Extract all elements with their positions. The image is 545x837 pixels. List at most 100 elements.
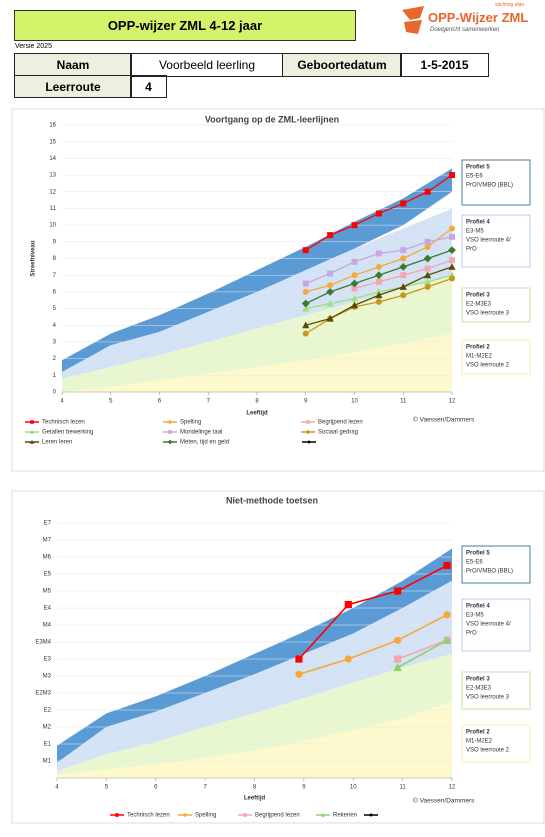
marker: [326, 299, 334, 307]
marker: [326, 287, 335, 296]
logo-tagline: Doelgericht samenwerken: [430, 27, 500, 33]
band: [57, 701, 452, 778]
legend-marker: [29, 429, 35, 434]
marker: [302, 280, 309, 287]
band: [57, 653, 452, 775]
y-tick-label: 14: [49, 156, 56, 162]
x-tick-label: 10: [350, 785, 357, 791]
annotation-box: [461, 671, 531, 710]
marker: [400, 255, 407, 262]
marker: [302, 321, 310, 329]
annotation-text: Profiel 5: [466, 165, 490, 171]
marker: [351, 272, 358, 279]
marker: [449, 225, 455, 232]
marker: [302, 288, 309, 295]
annotation-text: VSO leerroute 3: [466, 695, 510, 701]
cell: Voorbeeld leerling: [130, 53, 284, 77]
marker: [442, 635, 452, 644]
marker: [302, 247, 309, 254]
marker: [301, 299, 310, 308]
y-tick-label: 8: [53, 256, 57, 262]
marker: [375, 288, 383, 295]
annotation-box: [461, 545, 531, 584]
legend-marker: [320, 812, 326, 817]
y-tick-label: 5: [53, 306, 57, 312]
annotation-text: PrO/VMBO (BBL): [466, 569, 513, 575]
y-tick-label: E7: [44, 521, 52, 527]
logo-name: OPP-Wijzer ZML: [428, 10, 529, 25]
x-tick-label: 8: [253, 785, 257, 791]
x-tick-label: 7: [203, 785, 207, 791]
marker: [400, 272, 407, 279]
annotation-text: E2-M3E3: [466, 302, 492, 308]
legend-label: Sociaal gedrag: [318, 430, 358, 436]
y-tick-label: 0: [53, 390, 57, 396]
marker: [424, 278, 432, 285]
annotation-text: VSO leerroute 2: [466, 748, 510, 754]
legend-marker: [115, 813, 119, 817]
legend-marker: [306, 430, 310, 434]
marker: [399, 283, 407, 290]
x-tick-label: 12: [449, 785, 456, 791]
y-tick-label: E2: [44, 708, 52, 714]
marker: [449, 275, 455, 282]
marker: [424, 238, 431, 245]
marker: [344, 601, 352, 609]
marker: [424, 265, 431, 272]
marker: [449, 172, 455, 179]
logo: stichting elan OPP-Wijzer ZML Doelgerich…: [400, 0, 540, 42]
series-line: [397, 639, 448, 660]
y-tick-label: E1: [44, 742, 52, 748]
annotation-text: E5-E6: [466, 560, 483, 566]
legend-marker: [243, 813, 247, 817]
x-tick-label: 4: [60, 399, 64, 405]
y-tick-label: E2M3: [35, 691, 51, 697]
annotation-box: [461, 214, 531, 268]
marker: [423, 254, 432, 263]
annotation-text: VSO leerroute 2: [466, 363, 510, 369]
marker: [302, 304, 310, 312]
x-tick-label: 5: [105, 785, 109, 791]
marker: [302, 330, 309, 337]
marker: [350, 294, 359, 302]
band: [62, 333, 452, 392]
y-tick-label: 10: [49, 223, 56, 229]
marker: [375, 263, 382, 270]
legend-marker: [30, 420, 34, 424]
x-tick-label: 4: [55, 785, 59, 791]
y-tick-label: 2: [53, 356, 57, 362]
y-tick-label: M4: [43, 623, 52, 629]
marker: [375, 250, 382, 257]
header-title: OPP-wijzer ZML 4-12 jaar: [14, 10, 356, 41]
y-tick-label: 16: [49, 123, 56, 129]
legend-marker: [168, 420, 172, 424]
marker: [400, 247, 407, 254]
marker: [350, 301, 359, 309]
marker: [374, 271, 383, 280]
annotation-text: VSO leerroute 3: [466, 311, 510, 317]
x-tick-label: 11: [400, 399, 407, 405]
annotation-box: [461, 159, 531, 206]
annotation-box: [461, 287, 531, 323]
marker: [375, 278, 382, 285]
legend-marker: [168, 430, 172, 434]
marker: [350, 279, 359, 288]
version: Versie 2025: [15, 43, 52, 50]
marker: [443, 561, 451, 570]
x-tick-label: 6: [158, 399, 162, 405]
marker: [327, 232, 334, 239]
series-line: [397, 639, 448, 669]
y-tick-label: 9: [53, 239, 57, 245]
marker: [295, 670, 303, 678]
marker: [449, 233, 455, 240]
legend-marker: [183, 813, 187, 817]
copyright: © Vaessen/Dammers: [413, 797, 475, 805]
x-tick-label: 7: [207, 399, 211, 405]
band: [57, 548, 452, 763]
x-tick-label: 12: [449, 399, 456, 405]
chart: Niet-methode toetsen M1 E1 M2 E2 E2M3 M3 E3 E3M4…: [11, 490, 545, 824]
legend-marker: [167, 439, 173, 445]
y-tick-label: 11: [50, 206, 57, 212]
y-tick-label: 7: [53, 273, 57, 279]
y-tick-label: E3M4: [35, 640, 51, 646]
